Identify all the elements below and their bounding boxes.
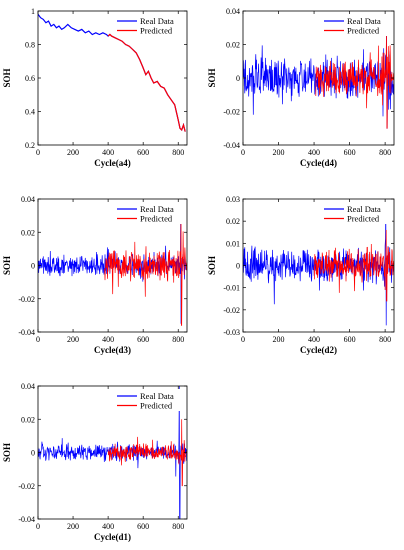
x-tick-label: 200 [273, 335, 285, 344]
plot-lines [38, 386, 187, 519]
y-tick-label: 1 [31, 7, 35, 16]
chart-d2: 0 200 400 600 800 -0.03 -0.02 -0.01 0 0.01 0.02 0.0… [207, 195, 395, 355]
x-tick-label: 200 [67, 522, 79, 531]
x-tick-label: 600 [137, 148, 149, 157]
series-predicted [313, 229, 394, 302]
y-axis-label: SOH [2, 256, 12, 275]
legend-label: Real Data [347, 16, 381, 26]
plot-lines [38, 13, 186, 132]
x-tick-label: 200 [67, 148, 79, 157]
legend-label: Predicted [347, 214, 380, 224]
legend-label: Predicted [140, 214, 173, 224]
y-tick-label: 0 [236, 74, 240, 83]
y-tick-label: 0.01 [226, 239, 240, 248]
y-tick-label: 0.8 [25, 41, 35, 50]
y-tick-label: 0 [236, 262, 240, 271]
x-axis-label: Cycle(d3) [94, 345, 131, 355]
y-axis-label: SOH [207, 68, 217, 87]
y-tick-label: -0.01 [223, 284, 240, 293]
y-tick-label: -0.03 [223, 328, 240, 337]
x-tick-label: 400 [308, 335, 320, 344]
y-tick-label: 0.02 [21, 228, 35, 237]
y-axis-label: SOH [2, 443, 12, 462]
series-predicted [104, 205, 187, 326]
y-tick-label: -0.02 [223, 108, 240, 117]
x-axis-label: Cycle(d1) [94, 532, 131, 542]
legend-label: Real Data [140, 204, 174, 214]
y-axis-label: SOH [2, 68, 12, 87]
chart-d1: 0 200 400 600 800 -0.04 -0.02 0 0.02 0.04 Cycle(d1… [2, 382, 188, 542]
y-tick-label: 0.04 [21, 195, 35, 204]
x-tick-label: 600 [344, 335, 356, 344]
y-tick-label: -0.04 [18, 328, 35, 337]
x-tick-label: 400 [308, 148, 320, 157]
legend-label: Real Data [140, 16, 174, 26]
chart-d4: 0 200 400 600 800 -0.04 -0.02 0 0.02 0.04 Cycle(d4… [207, 7, 395, 168]
y-tick-label: 0.04 [226, 7, 240, 16]
y-tick-label: 0.02 [21, 415, 35, 424]
x-tick-label: 0 [241, 335, 245, 344]
x-tick-label: 400 [102, 522, 114, 531]
y-tick-label: -0.02 [18, 295, 35, 304]
x-tick-label: 800 [172, 148, 184, 157]
x-tick-label: 800 [379, 148, 391, 157]
x-tick-label: 600 [137, 522, 149, 531]
x-tick-label: 600 [137, 335, 149, 344]
x-axis-label: Cycle(d2) [300, 345, 337, 355]
plot-lines [38, 205, 187, 326]
y-tick-label: 0.02 [226, 217, 240, 226]
legend-label: Predicted [140, 26, 173, 36]
legend-label: Predicted [140, 401, 173, 411]
x-tick-label: 800 [379, 335, 391, 344]
legend-label: Real Data [347, 204, 381, 214]
x-tick-label: 800 [172, 522, 184, 531]
y-tick-label: -0.04 [18, 515, 35, 524]
plot-lines [243, 27, 394, 129]
series-predicted [107, 419, 187, 487]
y-tick-label: -0.02 [18, 482, 35, 491]
x-tick-label: 400 [102, 148, 114, 157]
plot-lines [243, 205, 394, 326]
x-tick-label: 0 [36, 335, 40, 344]
x-tick-label: 600 [344, 148, 356, 157]
y-tick-label: 0.4 [25, 108, 35, 117]
x-tick-label: 200 [67, 335, 79, 344]
x-tick-label: 0 [36, 148, 40, 157]
x-tick-label: 0 [241, 148, 245, 157]
x-tick-label: 400 [102, 335, 114, 344]
chart-d3: 0 200 400 600 800 -0.04 -0.02 0 0.02 0.04 Cycle(d3… [2, 195, 188, 355]
y-tick-label: 0.6 [25, 74, 35, 83]
y-tick-label: 0.02 [226, 41, 240, 50]
x-axis-label: Cycle(a4) [94, 158, 130, 168]
legend-label: Real Data [140, 391, 174, 401]
y-tick-label: -0.04 [223, 141, 240, 150]
y-tick-label: 0.03 [226, 195, 240, 204]
y-tick-label: -0.02 [223, 306, 240, 315]
series-predicted [315, 27, 394, 129]
x-axis-label: Cycle(d4) [300, 158, 337, 168]
y-axis-label: SOH [207, 256, 217, 275]
x-tick-label: 0 [36, 522, 40, 531]
y-tick-label: 0.04 [21, 382, 35, 391]
x-tick-label: 200 [273, 148, 285, 157]
y-tick-label: 0 [31, 449, 35, 458]
y-tick-label: 0.2 [25, 141, 35, 150]
chart-a4: 0 200 400 600 800 0.2 0.4 0.6 0.8 1 Cycle(a4) SOH Re… [2, 7, 188, 168]
series-predicted [107, 33, 186, 132]
y-tick-label: 0 [31, 262, 35, 271]
legend-label: Predicted [347, 26, 380, 36]
x-tick-label: 800 [172, 335, 184, 344]
